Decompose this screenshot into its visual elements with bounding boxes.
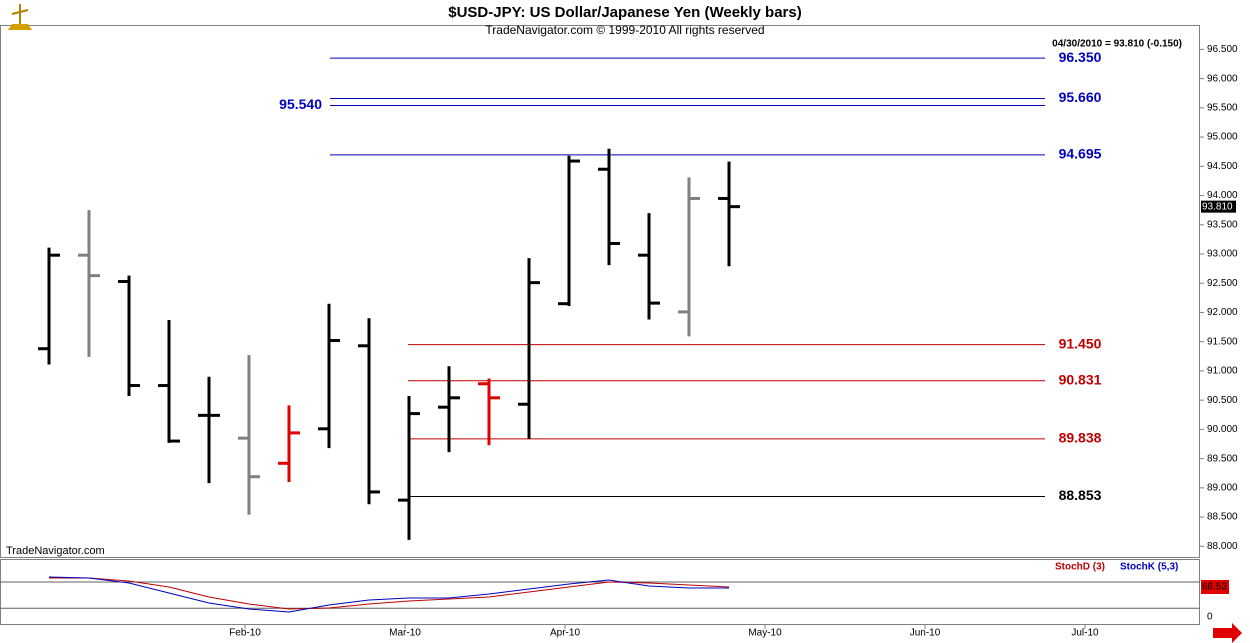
y-tick-label: 88.500 bbox=[1207, 512, 1238, 523]
legend-label: StochK (5,3) bbox=[1120, 562, 1178, 573]
y-tick-label: 91.000 bbox=[1207, 366, 1238, 377]
y-tick-label: 91.500 bbox=[1207, 336, 1238, 347]
scroll-arrow[interactable] bbox=[1213, 623, 1242, 643]
logo-icon bbox=[8, 4, 32, 30]
x-tick-label: Jun-10 bbox=[910, 628, 941, 639]
y-tick-label: 88.000 bbox=[1207, 541, 1238, 552]
y-tick-label: 89.000 bbox=[1207, 482, 1238, 493]
y-tick-label: 92.000 bbox=[1207, 307, 1238, 318]
y-tick-label: 90.500 bbox=[1207, 395, 1238, 406]
level-label: 95.660 bbox=[1059, 89, 1102, 105]
y-tick-label: 94.500 bbox=[1207, 161, 1238, 172]
y-tick-label: 94.000 bbox=[1207, 190, 1238, 201]
chart-title: $USD-JPY: US Dollar/Japanese Yen (Weekly… bbox=[448, 4, 801, 21]
stoch-line bbox=[48, 576, 729, 613]
y-tick-label: 90.000 bbox=[1207, 424, 1238, 435]
last-price-box bbox=[1201, 200, 1236, 213]
legend-label: StochD (3) bbox=[1055, 562, 1105, 573]
x-tick-label: Apr-10 bbox=[550, 628, 580, 639]
level-label: 90.831 bbox=[1059, 372, 1102, 388]
x-tick-label: Jul-10 bbox=[1071, 628, 1099, 639]
stoch-line bbox=[49, 577, 730, 610]
y-tick-label: 93.500 bbox=[1207, 219, 1238, 230]
chart-subtitle: TradeNavigator.com © 1999-2010 All right… bbox=[485, 23, 764, 37]
y-tick-label: 96.500 bbox=[1207, 44, 1238, 55]
last-price-label: 93.810 bbox=[1202, 201, 1233, 212]
y-tick-label: 92.500 bbox=[1207, 278, 1238, 289]
y-tick-label: 93.000 bbox=[1207, 249, 1238, 260]
stoch-frame bbox=[0, 559, 1200, 625]
y-tick-label: 0 bbox=[1207, 612, 1213, 623]
x-tick-label: May-10 bbox=[748, 628, 782, 639]
level-label: 95.540 bbox=[279, 96, 322, 112]
level-label: 96.350 bbox=[1059, 49, 1102, 65]
last-value-box bbox=[1201, 580, 1229, 595]
header-quote: 04/30/2010 = 93.810 (-0.150) bbox=[1052, 39, 1182, 50]
level-label: 89.838 bbox=[1059, 430, 1102, 446]
x-tick-label: Mar-10 bbox=[389, 628, 421, 639]
level-label: 91.450 bbox=[1059, 335, 1102, 351]
last-value-label: 68.53 bbox=[1202, 582, 1227, 593]
watermark: TradeNavigator.com bbox=[6, 545, 105, 557]
x-tick-label: Feb-10 bbox=[229, 628, 261, 639]
y-tick-label: 95.500 bbox=[1207, 102, 1238, 113]
y-tick-label: 89.500 bbox=[1207, 453, 1238, 464]
y-tick-label: 96.000 bbox=[1207, 73, 1238, 84]
level-label: 94.695 bbox=[1059, 146, 1102, 162]
level-label: 88.853 bbox=[1059, 487, 1102, 503]
price-frame bbox=[0, 25, 1200, 558]
y-tick-label: 95.000 bbox=[1207, 132, 1238, 143]
